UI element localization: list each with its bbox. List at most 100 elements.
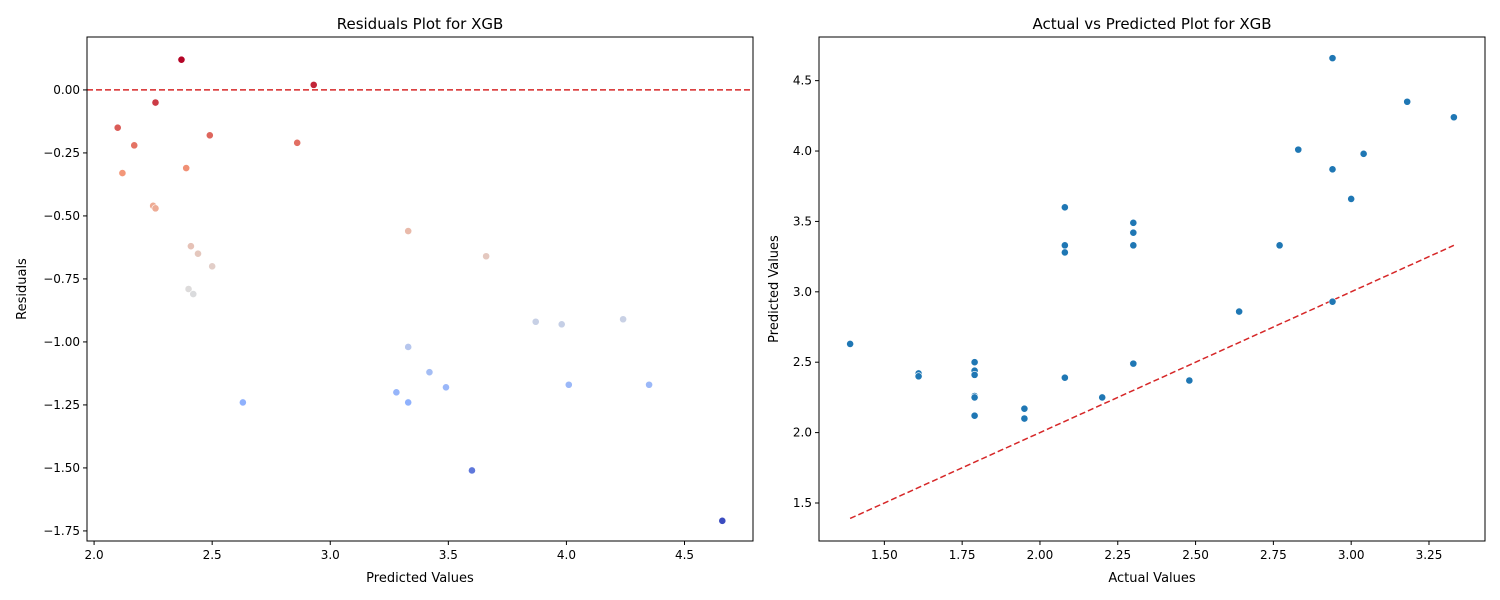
data-point — [130, 141, 139, 150]
data-point — [309, 80, 318, 89]
x-tick-label: 2.75 — [1260, 548, 1287, 562]
data-point — [425, 368, 434, 377]
data-point — [182, 164, 191, 172]
data-point — [151, 204, 160, 213]
data-point — [564, 380, 573, 389]
x-tick-label: 4.0 — [557, 548, 576, 562]
data-point — [113, 123, 122, 132]
data-point — [1098, 393, 1107, 402]
x-tick-label: 3.0 — [321, 548, 340, 562]
data-point — [1129, 241, 1138, 250]
data-point — [404, 343, 413, 351]
chart-title: Actual vs Predicted Plot for XGB — [1032, 15, 1271, 33]
x-axis-label: Predicted Values — [366, 571, 474, 586]
x-tick-label: 2.50 — [1182, 548, 1209, 562]
y-tick-label: 3.5 — [793, 214, 812, 228]
data-point — [118, 169, 127, 177]
data-point — [177, 55, 186, 64]
data-point — [293, 138, 302, 147]
data-point — [1060, 373, 1069, 382]
data-point — [1328, 54, 1337, 63]
data-point — [718, 516, 727, 525]
actual-vs-predicted-chart: Actual vs Predicted Plot for XGB Actual … — [767, 15, 1486, 586]
data-point — [187, 242, 195, 251]
data-point — [1129, 218, 1138, 227]
y-axis-label: Residuals — [15, 258, 30, 320]
data-point — [1347, 194, 1356, 203]
data-point — [1235, 307, 1244, 316]
data-point — [194, 249, 202, 258]
data-point — [970, 370, 979, 379]
data-point — [404, 227, 413, 235]
data-point — [557, 320, 566, 329]
y-tick-label: −1.75 — [43, 524, 80, 538]
y-tick-label: −0.75 — [43, 272, 80, 286]
chart-title: Residuals Plot for XGB — [337, 15, 504, 33]
data-point — [482, 252, 491, 261]
y-tick-label: 3.0 — [793, 285, 812, 299]
data-point — [1020, 414, 1029, 423]
x-tick-label: 4.5 — [675, 548, 694, 562]
x-tick-label: 2.00 — [1027, 548, 1054, 562]
data-point — [404, 398, 413, 407]
data-point — [914, 372, 923, 381]
data-point — [208, 262, 217, 271]
reference-line — [849, 244, 1455, 520]
data-point — [1294, 145, 1303, 154]
y-tick-label: 4.0 — [793, 144, 812, 158]
x-tick-label: 1.50 — [871, 548, 898, 562]
data-point — [189, 290, 198, 298]
data-point — [1129, 359, 1138, 368]
scatter-marks — [846, 54, 1458, 520]
residuals-chart: Residuals Plot for XGB Predicted Values … — [15, 15, 754, 586]
plot-frame — [86, 36, 754, 542]
data-point — [846, 340, 855, 348]
y-axis-label: Predicted Values — [767, 235, 782, 343]
data-point — [1359, 149, 1368, 158]
x-tick-label: 2.25 — [1104, 548, 1131, 562]
x-tick-label: 3.5 — [439, 548, 458, 562]
data-point — [619, 315, 628, 324]
y-tick-label: −1.50 — [43, 461, 80, 475]
x-tick-label: 3.25 — [1416, 548, 1443, 562]
axis-ticks: 1.50 1.75 2.00 2.25 2.50 2.75 3.00 3.25 1.5 2.0 2.… — [793, 74, 1442, 562]
x-tick-label: 2.0 — [85, 548, 104, 562]
data-point — [531, 317, 540, 326]
data-point — [151, 98, 160, 107]
y-tick-label: −1.00 — [43, 335, 80, 349]
x-axis-label: Actual Values — [1108, 571, 1196, 586]
data-point — [205, 131, 214, 140]
y-tick-label: 2.5 — [793, 355, 812, 369]
data-point — [1060, 241, 1069, 250]
data-point — [1129, 228, 1138, 237]
x-tick-label: 1.75 — [949, 548, 976, 562]
data-point — [1275, 241, 1284, 250]
x-tick-label: 2.5 — [203, 548, 222, 562]
scatter-marks — [87, 55, 753, 525]
data-point — [1020, 404, 1029, 413]
data-point — [970, 393, 979, 402]
x-tick-label: 3.00 — [1338, 548, 1365, 562]
data-point — [1328, 165, 1337, 174]
data-point — [184, 285, 193, 293]
axis-ticks: 2.0 2.5 3.0 3.5 4.0 4.5 0.00 −0.25 −0.50 −0.75 −1.… — [43, 83, 694, 562]
plot-frame — [818, 36, 1486, 542]
data-point — [392, 388, 401, 397]
data-point — [1449, 113, 1458, 122]
data-point — [442, 383, 450, 392]
y-tick-label: 2.0 — [793, 426, 812, 440]
data-point — [468, 466, 476, 475]
y-tick-label: 0.00 — [53, 83, 80, 97]
data-point — [1185, 376, 1194, 385]
y-tick-label: 1.5 — [793, 496, 812, 510]
data-point — [970, 411, 979, 420]
data-point — [645, 380, 653, 389]
data-point — [238, 398, 247, 407]
y-tick-label: −0.25 — [43, 146, 80, 160]
data-point — [1060, 248, 1069, 257]
data-point — [970, 358, 979, 367]
y-tick-label: −1.25 — [43, 398, 80, 412]
data-point — [1060, 203, 1069, 212]
y-tick-label: 4.5 — [793, 74, 812, 88]
